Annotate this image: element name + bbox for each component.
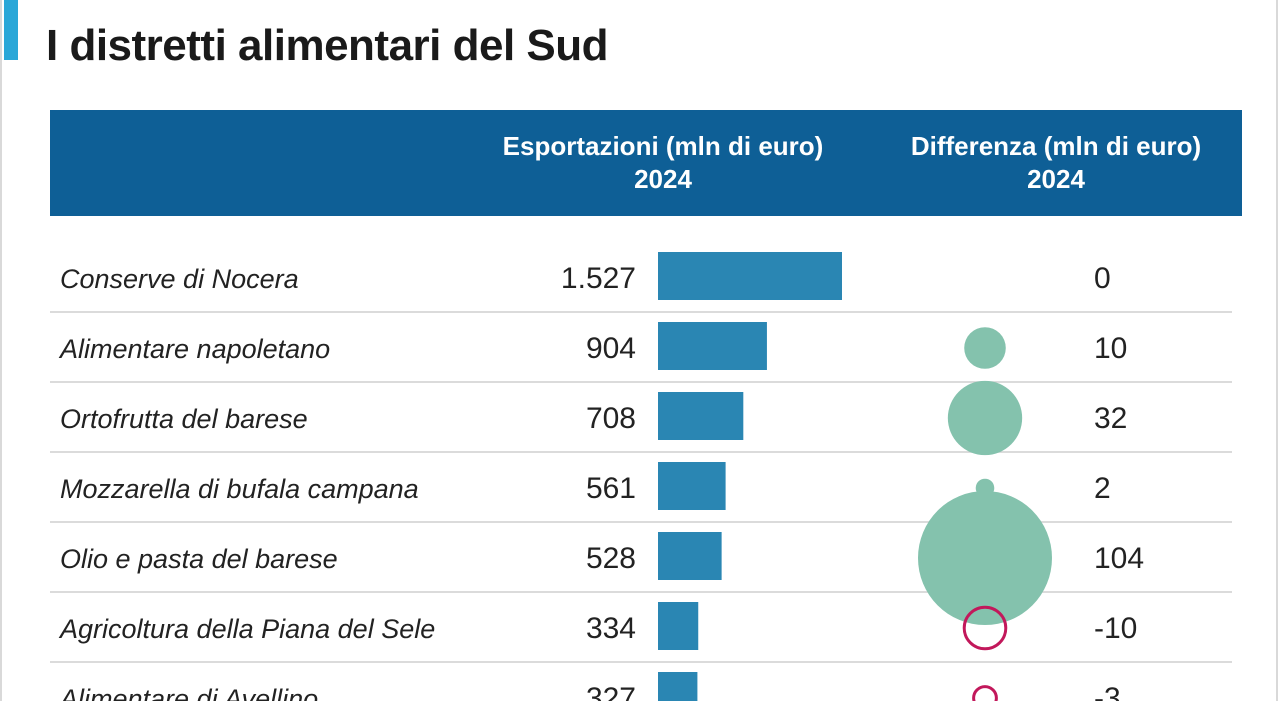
table-header: Esportazioni (mln di euro) 2024 Differen…: [50, 110, 1242, 216]
export-bar: [658, 252, 842, 300]
diff-value: 32: [1094, 402, 1127, 435]
row-label: Alimentare di Avellino: [58, 684, 318, 701]
row-label: Agricoltura della Piana del Sele: [58, 614, 435, 644]
row-label: Olio e pasta del barese: [60, 544, 338, 574]
export-bar: [658, 322, 767, 370]
export-value: 904: [586, 332, 636, 365]
header-diff: Differenza (mln di euro) 2024: [876, 130, 1236, 196]
diff-value: -10: [1094, 612, 1137, 645]
export-bars: [658, 252, 842, 701]
diff-value: 0: [1094, 262, 1111, 295]
header-exports-label: Esportazioni (mln di euro): [502, 131, 824, 161]
export-bar: [658, 462, 726, 510]
header-diff-year: 2024: [1027, 164, 1085, 194]
diff-value: 10: [1094, 332, 1127, 365]
row-label: Alimentare napoletano: [58, 334, 330, 364]
diff-bubble-negative: [962, 605, 1008, 651]
export-bar: [658, 532, 722, 580]
row-label: Ortofrutta del barese: [60, 404, 308, 434]
diff-bubble-positive: [964, 327, 1006, 369]
diff-bubble-positive: [918, 491, 1052, 625]
row-texts: Conserve di Nocera 1.527 0 Alimentare napol…: [58, 262, 1144, 701]
diff-bubble-negative: [972, 685, 998, 701]
diff-bubbles: [918, 327, 1052, 701]
diff-value: 104: [1094, 542, 1144, 575]
export-value: 327: [586, 682, 636, 701]
export-value: 1.527: [561, 262, 636, 295]
diff-value: 2: [1094, 472, 1111, 505]
export-bar: [658, 392, 744, 440]
header-exports: Esportazioni (mln di euro) 2024: [468, 130, 858, 196]
frame-right-border: [1276, 0, 1278, 701]
diff-bubble-positive: [947, 380, 1023, 456]
chart-title: I distretti alimentari del Sud: [46, 21, 609, 70]
title-accent-bar: [4, 0, 18, 60]
export-value: 708: [586, 402, 636, 435]
row-label: Mozzarella di bufala campana: [60, 474, 419, 504]
export-value: 334: [586, 612, 636, 645]
export-value: 561: [586, 472, 636, 505]
diff-value: -3: [1094, 682, 1121, 701]
header-exports-year: 2024: [634, 164, 692, 194]
export-bar: [658, 672, 698, 701]
frame-left-border: [0, 0, 2, 701]
row-label: Conserve di Nocera: [60, 264, 299, 294]
export-value: 528: [586, 542, 636, 575]
header-diff-label: Differenza (mln di euro): [910, 131, 1202, 161]
export-bar: [658, 602, 699, 650]
